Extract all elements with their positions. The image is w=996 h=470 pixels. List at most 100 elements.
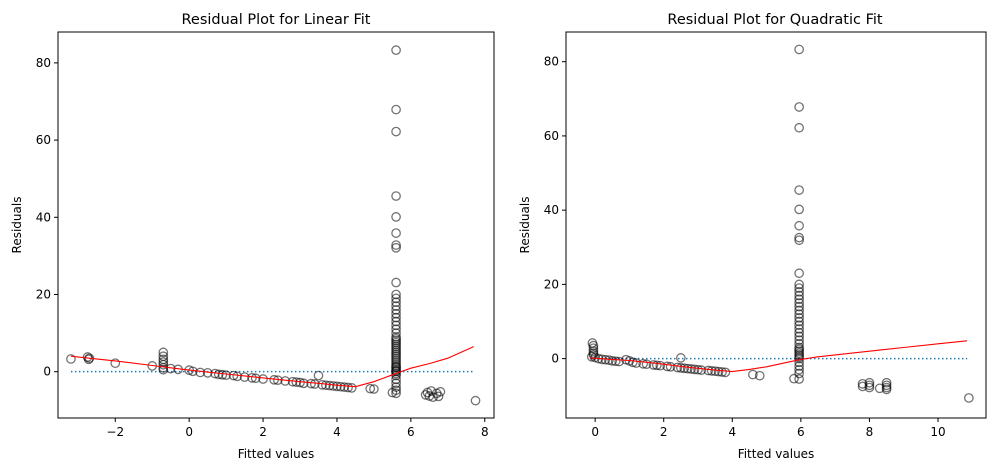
panel-quadratic-fit: Residual Plot for Quadratic Fit 0 2 4 6 8 100… [518, 12, 987, 461]
data-point [794, 312, 804, 323]
x-tick-label: 4 [333, 425, 341, 439]
y-tick-label: 0 [43, 365, 51, 379]
data-point [607, 355, 618, 366]
data-point [864, 382, 875, 393]
lowess-curve [70, 346, 474, 388]
data-point [158, 347, 169, 358]
y-tick-label: 20 [36, 287, 51, 301]
data-point [391, 388, 401, 399]
data-point [391, 341, 401, 352]
x-tick-label: 8 [481, 425, 489, 439]
plot-marks [586, 44, 974, 403]
data-point [391, 362, 401, 372]
data-point [614, 356, 624, 367]
data-point [365, 383, 376, 394]
data-point [391, 378, 401, 389]
data-point [682, 363, 693, 374]
data-point [665, 361, 676, 372]
data-point [588, 340, 599, 351]
data-point [346, 383, 357, 393]
x-tick-label: 8 [866, 425, 874, 439]
data-point [391, 242, 401, 253]
data-point [391, 293, 401, 304]
panel-linear-fit: Residual Plot for Linear Fit −2 0 2 4 6 80204… [10, 12, 495, 461]
data-point [391, 337, 401, 348]
data-point [686, 364, 696, 374]
data-point [221, 370, 231, 381]
data-point [655, 360, 666, 371]
data-point [391, 382, 401, 392]
data-point [433, 391, 444, 402]
data-point [391, 301, 401, 311]
data-point [794, 268, 804, 279]
y-tick-label: 60 [36, 133, 51, 147]
data-point [332, 381, 342, 392]
y-axis-label: Residuals [518, 197, 532, 254]
data-point [369, 384, 379, 394]
data-point [864, 377, 875, 388]
data-point [794, 335, 804, 345]
data-point [391, 328, 401, 338]
data-point [324, 380, 335, 391]
data-point [628, 357, 638, 368]
data-point [426, 386, 437, 396]
data-point [794, 361, 804, 371]
data-point [391, 126, 401, 137]
data-point [794, 338, 804, 349]
data-point [391, 385, 401, 396]
axes-frame [565, 31, 987, 419]
data-point [710, 366, 720, 377]
y-tick-label: 40 [544, 203, 559, 217]
data-point [794, 309, 804, 319]
data-point [794, 204, 804, 215]
data-point [631, 358, 642, 368]
data-point [648, 360, 659, 370]
data-point [748, 369, 758, 380]
data-point [158, 357, 169, 367]
data-point [247, 373, 257, 383]
data-point [391, 308, 401, 319]
data-point [66, 354, 76, 364]
chart-title: Residual Plot for Quadratic Fit [667, 12, 882, 28]
data-point [794, 286, 804, 297]
data-point [794, 294, 804, 305]
data-point [703, 365, 714, 376]
data-point [321, 380, 331, 391]
data-point [298, 378, 309, 389]
data-point [391, 316, 401, 327]
y-tick-label: 80 [36, 56, 51, 70]
data-point [693, 364, 703, 375]
data-point [794, 327, 804, 338]
data-point [391, 191, 401, 201]
data-point [328, 381, 339, 391]
data-point [717, 367, 727, 377]
x-tick-label: 4 [728, 425, 736, 439]
y-tick-label: 60 [544, 129, 559, 143]
data-point [391, 324, 401, 335]
y-tick-label: 20 [544, 277, 559, 291]
data-point [391, 297, 401, 308]
data-point [881, 384, 892, 395]
data-point [696, 365, 707, 375]
data-point [794, 331, 804, 342]
data-point [794, 220, 804, 231]
data-point [217, 369, 228, 380]
data-point [391, 312, 401, 323]
data-point [391, 104, 401, 115]
data-point [794, 283, 804, 293]
data-point [794, 122, 804, 133]
data-point [881, 377, 892, 388]
data-point [158, 359, 169, 370]
plot-area: 0 2 4 6 8 10 0 20 40 60 80 [544, 44, 974, 439]
chart-title: Residual Plot for Linear Fit [181, 12, 370, 28]
data-point [604, 355, 614, 365]
data-point [706, 366, 717, 376]
data-point [158, 364, 169, 375]
data-point [306, 378, 316, 389]
data-point [339, 382, 350, 392]
data-point [794, 185, 804, 195]
data-point [794, 298, 804, 308]
data-point [794, 232, 804, 243]
